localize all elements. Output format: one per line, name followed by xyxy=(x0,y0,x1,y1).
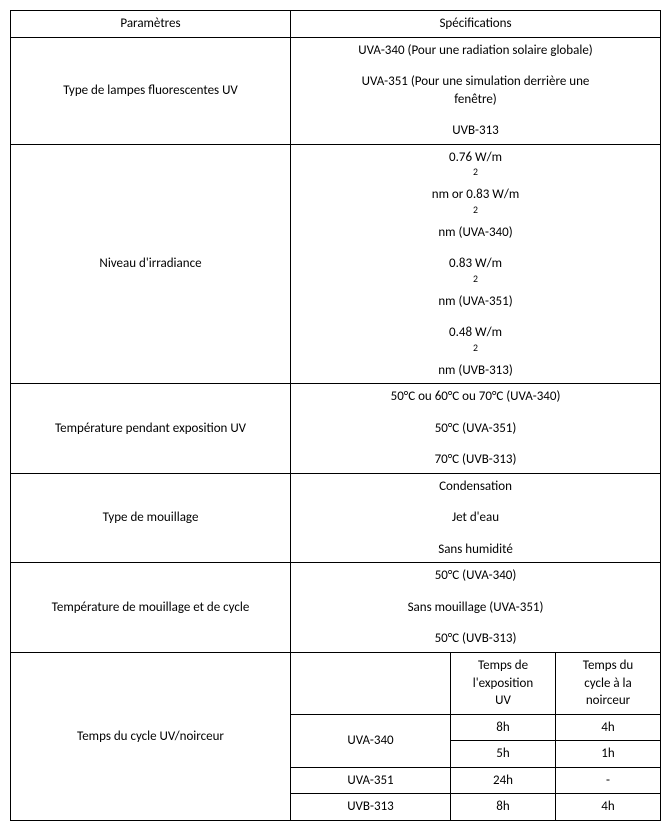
cycle-uvb313-label: UVB-313 xyxy=(291,794,451,821)
cycle-uvb313-exp: 8h xyxy=(451,794,556,821)
lamp-type-label: Type de lampes fluorescentes UV xyxy=(11,37,291,144)
temp-uv-line2: 50°C (UVA-351) xyxy=(297,420,654,438)
temp-wet-spec: 50°C (UVA-340) Sans mouillage (UVA-351) … xyxy=(291,563,661,653)
temp-wet-line2: Sans mouillage (UVA-351) xyxy=(297,599,654,617)
cycle-head-dark: Temps du cycle à la noirceur xyxy=(556,652,661,714)
irradiance-line2: 0.83 W/m2nm (UVA-351) xyxy=(297,255,654,310)
wetting-line2: Jet d'eau xyxy=(297,509,654,527)
header-parametres: Paramètres xyxy=(11,11,291,38)
cycle-uva351-exp: 24h xyxy=(451,767,556,794)
row-temp-wet: Température de mouillage et de cycle 50°… xyxy=(11,563,661,653)
cycle-uva351-label: UVA-351 xyxy=(291,767,451,794)
irradiance-line1: 0.76 W/m2nm or 0.83 W/m2nm (UVA-340) xyxy=(297,149,654,241)
cycle-uva340-dark-b: 1h xyxy=(556,741,661,768)
cycle-uva340-exp-b: 5h xyxy=(451,741,556,768)
cycle-uvb313-dark: 4h xyxy=(556,794,661,821)
cycle-uva340-label: UVA-340 xyxy=(291,714,451,767)
lamp-type-spec: UVA-340 (Pour une radiation solaire glob… xyxy=(291,37,661,144)
lamp-type-line2b: fenêtre) xyxy=(297,91,654,109)
cycle-uva340-exp-a: 8h xyxy=(451,714,556,741)
wetting-line1: Condensation xyxy=(297,478,654,496)
temp-uv-label: Température pendant exposition UV xyxy=(11,384,291,474)
temp-wet-label: Température de mouillage et de cycle xyxy=(11,563,291,653)
row-wetting: Type de mouillage Condensation Jet d'eau… xyxy=(11,473,661,563)
irradiance-label: Niveau d'irradiance xyxy=(11,144,291,383)
lamp-type-line1: UVA-340 (Pour une radiation solaire glob… xyxy=(297,42,654,60)
lamp-type-line2a: UVA-351 (Pour une simulation derrière un… xyxy=(297,73,654,91)
irradiance-spec: 0.76 W/m2nm or 0.83 W/m2nm (UVA-340) 0.8… xyxy=(291,144,661,383)
row-temp-uv: Température pendant exposition UV 50°C o… xyxy=(11,384,661,474)
row-irradiance: Niveau d'irradiance 0.76 W/m2nm or 0.83 … xyxy=(11,144,661,383)
cycle-head-exposure: Temps de l'exposition UV xyxy=(451,652,556,714)
spec-table: Paramètres Spécifications Type de lampes… xyxy=(10,10,661,821)
cycle-uva351-dark: - xyxy=(556,767,661,794)
temp-wet-line3: 50°C (UVB-313) xyxy=(297,630,654,648)
temp-uv-spec: 50°C ou 60°C ou 70°C (UVA-340) 50°C (UVA… xyxy=(291,384,661,474)
row-cycle-header: Temps du cycle UV/noirceur Temps de l'ex… xyxy=(11,652,661,714)
wetting-line3: Sans humidité xyxy=(297,541,654,559)
row-lamp-type: Type de lampes fluorescentes UV UVA-340 … xyxy=(11,37,661,144)
lamp-type-line3: UVB-313 xyxy=(297,122,654,140)
wetting-spec: Condensation Jet d'eau Sans humidité xyxy=(291,473,661,563)
irradiance-line3: 0.48 W/m2nm (UVB-313) xyxy=(297,324,654,379)
cycle-uva340-dark-a: 4h xyxy=(556,714,661,741)
temp-wet-line1: 50°C (UVA-340) xyxy=(297,567,654,585)
header-specifications: Spécifications xyxy=(291,11,661,38)
temp-uv-line3: 70°C (UVB-313) xyxy=(297,451,654,469)
cycle-label: Temps du cycle UV/noirceur xyxy=(11,652,291,820)
wetting-label: Type de mouillage xyxy=(11,473,291,563)
cycle-head-blank xyxy=(291,652,451,714)
table-header-row: Paramètres Spécifications xyxy=(11,11,661,38)
temp-uv-line1: 50°C ou 60°C ou 70°C (UVA-340) xyxy=(297,388,654,406)
